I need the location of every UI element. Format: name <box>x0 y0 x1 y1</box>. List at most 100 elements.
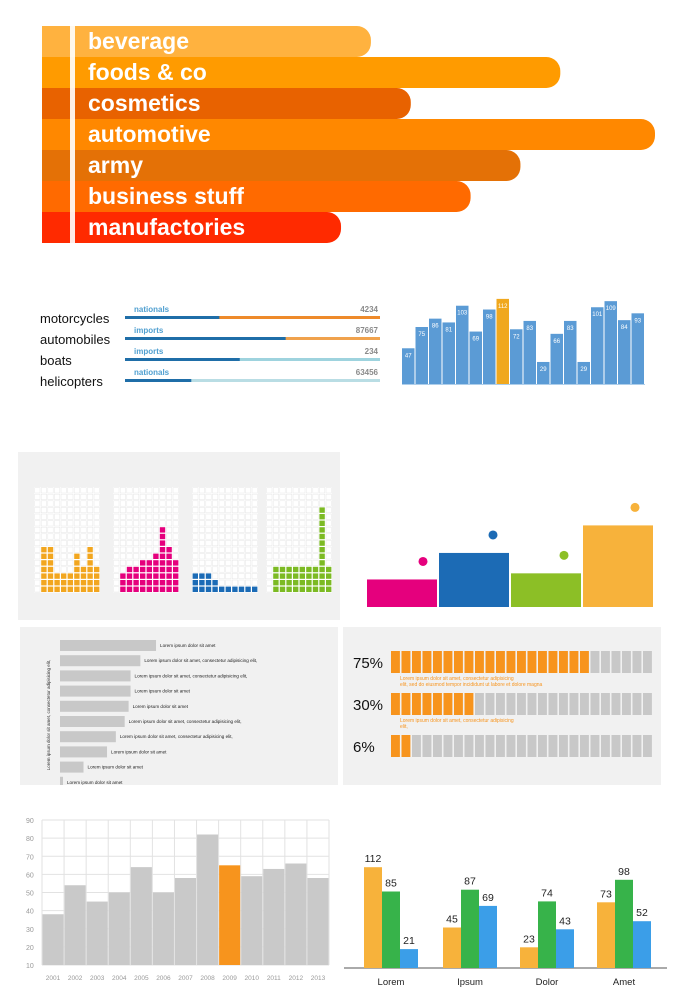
waffle-cell-empty <box>266 573 273 580</box>
waffle-cell-empty <box>245 559 252 566</box>
waffle-cell-filled <box>140 560 146 566</box>
year-bar <box>42 914 64 965</box>
waffle-cell-empty <box>146 533 153 540</box>
segment-filled <box>454 693 463 715</box>
waffle-cell-empty <box>47 533 54 540</box>
waffle-cell-empty <box>212 573 219 580</box>
waffle-cell-empty <box>159 507 166 514</box>
segment-empty <box>622 735 631 757</box>
waffle-cell-filled <box>140 580 146 586</box>
waffle-cell-empty <box>279 520 286 527</box>
hbar-label: Lorem ipsum dolor sit amet <box>111 749 167 754</box>
waffle-cell-filled <box>41 586 47 592</box>
waffle-cell-empty <box>312 493 319 500</box>
waffle-cell-filled <box>94 573 100 579</box>
waffle-cell-filled <box>319 560 325 566</box>
waffle-cell-empty <box>80 559 87 566</box>
waffle-cell-empty <box>299 520 306 527</box>
waffle-cell-empty <box>34 579 41 586</box>
waffle-cell-empty <box>238 559 245 566</box>
waffle-cell-empty <box>231 487 238 494</box>
grouped-bar-value: 21 <box>403 935 415 947</box>
year-bar <box>174 878 197 965</box>
waffle-cell-filled <box>306 566 312 573</box>
waffle-cell-empty <box>231 526 238 533</box>
waffle-cell-empty <box>113 559 120 566</box>
waffle-cell-filled <box>146 586 152 592</box>
waffle-cell-filled <box>41 560 47 566</box>
waffle-cell-empty <box>299 540 306 547</box>
waffle-cell-empty <box>299 526 306 533</box>
waffle-cell-empty <box>47 540 54 547</box>
segment-filled <box>422 693 432 715</box>
waffle-cell-empty <box>205 546 212 553</box>
waffle-cell-empty <box>312 520 319 527</box>
category-bar-divider <box>70 57 75 88</box>
waffle-cell-empty <box>119 520 126 527</box>
segment-empty <box>632 693 642 715</box>
waffle-cell-filled <box>205 580 212 586</box>
column-bar <box>523 320 536 384</box>
waffle-cell-empty <box>305 520 312 527</box>
waffle-cell-filled <box>293 573 299 579</box>
waffle-cell-filled <box>94 566 100 573</box>
segment-empty <box>632 735 642 757</box>
waffle-cell-empty <box>139 520 146 527</box>
segment-empty <box>475 693 484 715</box>
waffle-cell-empty <box>87 513 94 520</box>
waffle-cell-empty <box>292 540 299 547</box>
x-tick-label: 2012 <box>289 975 304 982</box>
block-bar <box>439 552 509 607</box>
waffle-cell-empty <box>325 540 332 547</box>
waffle-cell-empty <box>286 500 293 507</box>
waffle-cell-empty <box>205 540 212 547</box>
column-value-label: 75 <box>418 332 425 338</box>
waffle-cell-filled <box>133 573 139 579</box>
waffle-cell-filled <box>293 580 299 586</box>
waffle-cell-empty <box>205 553 212 560</box>
waffle-cell-empty <box>113 586 120 593</box>
waffle-cell-empty <box>238 493 245 500</box>
x-tick-label: 2004 <box>112 975 127 982</box>
waffle-cell-empty <box>198 533 205 540</box>
category-label: cosmetics <box>88 90 201 116</box>
percent-label: 75% <box>353 655 383 672</box>
waffle-cell-filled <box>166 560 172 566</box>
waffle-cell-filled <box>47 553 54 559</box>
waffle-cell-empty <box>67 553 74 560</box>
waffle-cell-empty <box>245 507 252 514</box>
segment-filled <box>475 651 484 673</box>
waffle-cell-empty <box>34 573 41 580</box>
waffle-cell-empty <box>292 507 299 514</box>
column-bar <box>577 361 590 384</box>
waffle-cell-empty <box>205 500 212 507</box>
column-value-label: 83 <box>567 326 574 332</box>
waffle-cell-empty <box>119 493 126 500</box>
y-tick-label: 20 <box>26 945 34 952</box>
grouped-bar <box>597 902 615 968</box>
category-bar <box>42 212 342 243</box>
column-bar <box>456 305 469 384</box>
y-tick-label: 60 <box>26 872 34 879</box>
waffle-cell-empty <box>272 533 279 540</box>
waffle-cell-empty <box>34 586 41 593</box>
waffle-cell-empty <box>266 493 273 500</box>
row-label: motorcycles <box>40 311 110 326</box>
waffle-cell-filled <box>126 573 133 579</box>
segment-filled <box>412 693 421 715</box>
waffle-cell-filled <box>80 580 87 586</box>
waffle-cell-filled <box>120 586 126 592</box>
waffle-cell-empty <box>212 546 219 553</box>
segment-empty <box>475 735 484 757</box>
waffle-cell-empty <box>292 546 299 553</box>
x-tick-label: 2010 <box>244 975 259 982</box>
waffle-cell-empty <box>231 520 238 527</box>
waffle-cell-empty <box>172 520 179 527</box>
waffle-cell-empty <box>152 533 159 540</box>
hbar-axis-label: Lorem ipsum dolor sit amet, consectetur … <box>46 660 51 771</box>
waffle-cell-empty <box>205 533 212 540</box>
waffle-cell-empty <box>245 540 252 547</box>
column-bar <box>618 320 631 384</box>
waffle-cell-empty <box>126 500 133 507</box>
waffle-cell-empty <box>198 526 205 533</box>
